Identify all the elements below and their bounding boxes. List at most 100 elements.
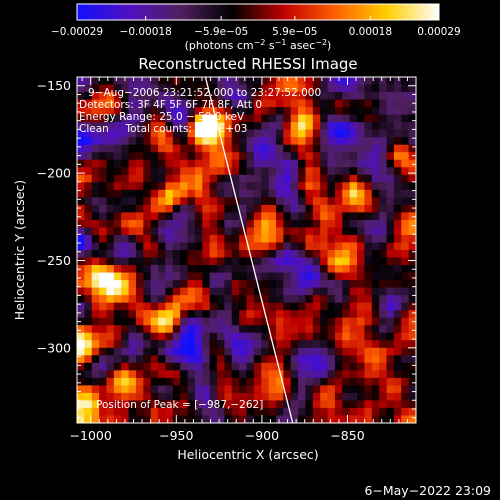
heatmap-cell <box>194 415 203 423</box>
heatmap-cell <box>401 287 410 296</box>
heatmap-cell <box>349 174 358 183</box>
heatmap-cell <box>371 99 380 108</box>
heatmap-cell <box>135 242 144 251</box>
heatmap-cell <box>290 362 299 371</box>
heatmap-cell <box>135 347 144 356</box>
heatmap-cell <box>209 122 218 131</box>
heatmap-cell <box>327 152 336 161</box>
heatmap-cell <box>283 347 292 356</box>
heatmap-cell <box>158 242 167 251</box>
heatmap-cell <box>135 114 144 123</box>
heatmap-cell <box>91 370 100 379</box>
heatmap-cell <box>209 174 218 183</box>
heatmap-cell <box>187 234 196 244</box>
heatmap-cell <box>253 400 262 409</box>
heatmap-cell <box>305 317 314 326</box>
heatmap-cell <box>128 152 137 161</box>
heatmap-cell <box>357 377 366 386</box>
heatmap-cell <box>253 137 262 146</box>
heatmap-cell <box>349 84 358 93</box>
heatmap-cell <box>261 377 270 386</box>
heatmap-cell <box>312 400 321 409</box>
heatmap-cell <box>357 92 366 101</box>
heatmap-cell <box>349 197 358 206</box>
heatmap-cell <box>128 257 137 266</box>
heatmap-cell <box>334 400 343 409</box>
heatmap-cell <box>408 362 416 371</box>
colorbar-tick-label: −0.00018 <box>120 26 172 38</box>
heatmap-cell <box>357 265 366 274</box>
heatmap-cell <box>261 174 270 183</box>
heatmap-cell <box>327 159 336 168</box>
heatmap-cell <box>357 385 366 394</box>
heatmap-cell <box>121 407 130 417</box>
heatmap-cell <box>371 212 380 221</box>
heatmap-cell <box>268 242 277 251</box>
heatmap-cell <box>84 250 93 259</box>
heatmap-cell <box>253 122 262 131</box>
heatmap-cell <box>275 400 284 409</box>
heatmap-cell <box>312 174 321 183</box>
heatmap-cell <box>312 152 321 161</box>
heatmap-cell <box>180 77 189 86</box>
heatmap-cell <box>91 212 100 221</box>
heatmap-cell <box>172 302 181 311</box>
heatmap-cell <box>268 189 277 198</box>
heatmap-cell <box>150 250 159 259</box>
heatmap-cell <box>401 129 410 138</box>
heatmap-cell <box>327 385 336 394</box>
heatmap-cell <box>283 332 292 341</box>
heatmap-cell <box>150 107 159 116</box>
heatmap-cell <box>91 189 100 198</box>
heatmap-cell <box>401 317 410 326</box>
heatmap-cell <box>224 310 233 319</box>
heatmap-cell <box>99 280 108 289</box>
heatmap-cell <box>379 400 388 409</box>
heatmap-cell <box>158 92 167 101</box>
heatmap-cell <box>224 242 233 251</box>
heatmap-cell <box>128 287 137 296</box>
heatmap-cell <box>312 317 321 326</box>
heatmap-cell <box>91 392 100 402</box>
heatmap-cell <box>283 219 292 229</box>
heatmap-cell <box>320 310 329 319</box>
heatmap-cell <box>253 355 262 364</box>
heatmap-cell <box>217 332 225 341</box>
heatmap-cell <box>128 325 137 334</box>
heatmap-cell <box>327 144 336 153</box>
heatmap-cell <box>253 212 262 221</box>
heatmap-cell <box>209 227 218 236</box>
heatmap-cell <box>231 204 240 213</box>
heatmap-cell <box>371 377 380 386</box>
heatmap-cell <box>357 99 366 108</box>
heatmap-cell <box>113 107 122 116</box>
heatmap-cell <box>401 392 410 402</box>
heatmap-cell <box>342 174 351 183</box>
heatmap-cell <box>261 152 270 161</box>
heatmap-cell <box>386 227 395 236</box>
heatmap-cell <box>187 250 196 259</box>
heatmap-cell <box>408 92 416 101</box>
peak-position-label: Position of Peak = [−987,−262] <box>96 399 263 411</box>
heatmap-cell <box>224 377 233 386</box>
heatmap-cell <box>371 392 380 402</box>
heatmap-cell <box>268 407 277 417</box>
heatmap-cell <box>283 400 292 409</box>
heatmap-cell <box>121 310 130 319</box>
heatmap-cell <box>239 392 248 402</box>
heatmap-cell <box>224 265 233 274</box>
heatmap-cell <box>349 295 358 304</box>
heatmap-cell <box>334 204 343 213</box>
heatmap-cell <box>401 197 410 206</box>
heatmap-cell <box>379 122 388 131</box>
heatmap-cell <box>165 92 174 101</box>
heatmap-cell <box>393 129 402 138</box>
heatmap-cell <box>231 272 240 281</box>
heatmap-cell <box>320 280 329 289</box>
heatmap-cell <box>99 257 108 266</box>
heatmap-cell <box>121 302 130 311</box>
heatmap-cell <box>327 114 336 123</box>
heatmap-cell <box>283 287 292 296</box>
heatmap-cell <box>121 347 130 356</box>
heatmap-cell <box>113 212 122 221</box>
